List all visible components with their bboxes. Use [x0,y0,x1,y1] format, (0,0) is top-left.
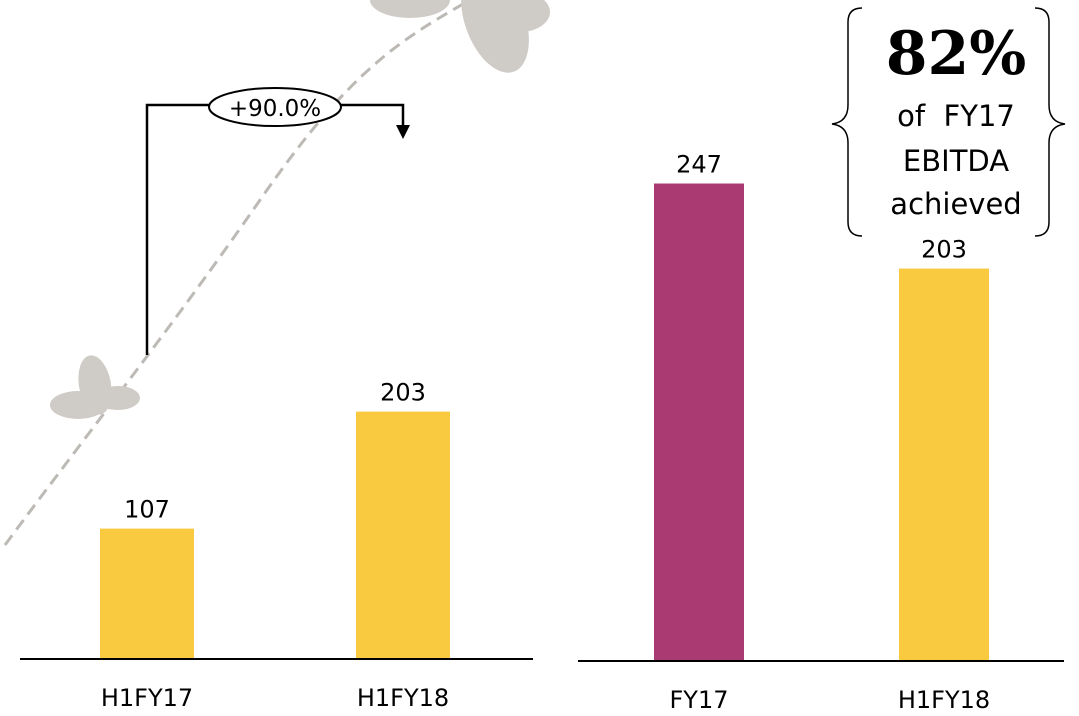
callout-line-1: of FY17 [897,99,1015,133]
decorative-dashed-curve [3,0,471,546]
callout-line-2: EBITDA [903,144,1009,178]
callout-line-3: achieved [890,187,1021,221]
callout-percentage: 82% [886,19,1027,89]
left-tick-label-2: H1FY18 [357,684,449,712]
flower-left-decoration [50,355,140,419]
growth-badge-label: +90.0% [229,96,321,122]
right-bar-value-h1fy18: 203 [921,236,967,264]
right-tick-label-1: FY17 [669,686,728,714]
left-bar-value-h1fy17: 107 [124,496,170,524]
left-bar-h1fy18 [356,411,450,659]
left-bars: 107 203 [100,379,450,659]
chart-h1-comparison: 107 203 H1FY17 H1FY18 +90.0% [20,87,533,712]
left-bar-value-h1fy18: 203 [380,379,426,407]
right-bar-h1fy18 [899,268,989,661]
right-bar-fy17 [654,183,744,662]
ebitda-callout: 82% of FY17 EBITDA achieved [831,7,1066,237]
growth-arrowhead [396,125,410,139]
left-tick-label-1: H1FY17 [101,684,193,712]
left-bar-h1fy17 [100,528,194,659]
callout-right-brace [1034,7,1066,237]
growth-connector-line [145,103,405,355]
right-tick-label-2: H1FY18 [898,686,990,714]
right-bar-value-fy17: 247 [676,151,722,179]
right-bars: 247 203 [654,151,989,662]
growth-badge [208,87,342,127]
growth-connector: +90.0% [145,87,410,355]
flower-top-decoration [370,0,550,73]
decorative-background [3,0,550,546]
callout-left-brace [831,7,863,237]
chart-fy-comparison: 247 203 FY17 H1FY18 [578,151,1064,714]
